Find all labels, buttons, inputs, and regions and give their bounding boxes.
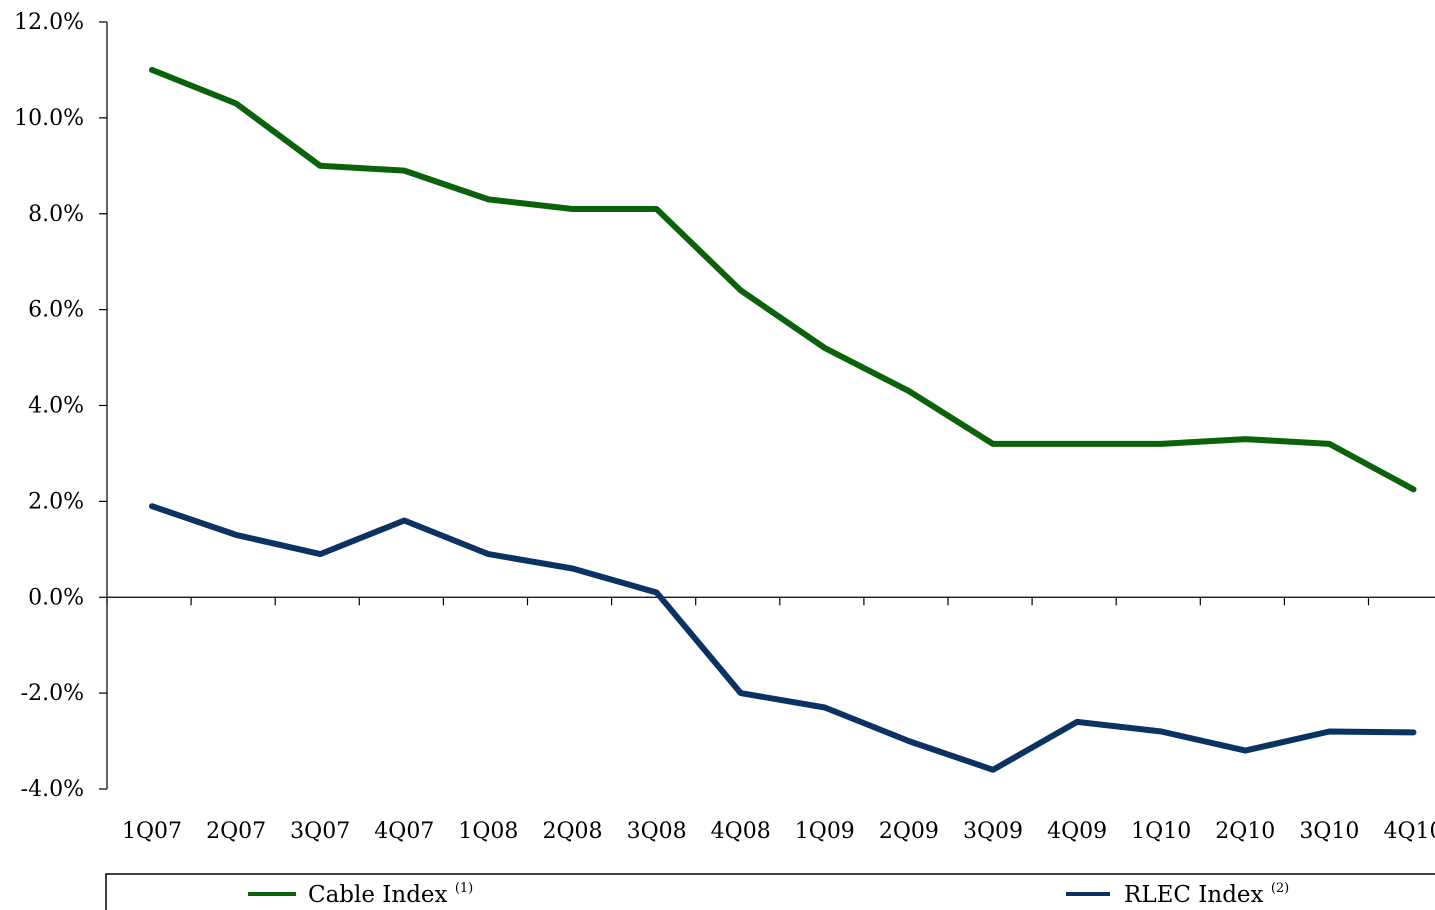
y-tick-labels: 12.0% 10.0% 8.0% 6.0% 4.0% 2.0% 0.0% -2.0% -4.0% <box>14 10 84 802</box>
legend-entry-rlec-index: RLEC Index (2) <box>1124 881 1289 908</box>
x-tick-label: 1Q07 <box>122 819 182 844</box>
series-line-cable-index <box>149 66 1417 493</box>
x-tick-label: 2Q08 <box>542 819 602 844</box>
x-tick-label: 3Q07 <box>290 819 350 844</box>
legend-footnote-rlec-index: (2) <box>1271 881 1289 896</box>
x-tick-label: 1Q08 <box>458 819 518 844</box>
x-tick-label: 4Q07 <box>374 819 434 844</box>
x-tick-labels: 1Q07 2Q07 3Q07 4Q07 1Q08 2Q08 3Q08 4Q08 1Q09 2Q09… <box>122 819 1435 844</box>
y-tick-label: 10.0% <box>14 106 84 131</box>
x-tick-label: 1Q10 <box>1131 819 1191 844</box>
legend-label-cable-index: Cable Index <box>308 882 448 908</box>
y-tick-label: 12.0% <box>14 10 84 35</box>
axes-layer <box>99 21 1435 790</box>
y-tick-label: -4.0% <box>21 777 84 802</box>
legend-box <box>105 873 1435 910</box>
series-line-rlec-index <box>149 503 1417 773</box>
x-tick-label: 4Q10 <box>1383 819 1435 844</box>
x-tick-label: 2Q10 <box>1215 819 1275 844</box>
legend-label-rlec-index: RLEC Index <box>1124 882 1264 908</box>
legend: Cable Index (1) RLEC Index (2) <box>105 873 1435 910</box>
y-tick-label: 8.0% <box>28 202 84 227</box>
y-tick-label: -2.0% <box>21 681 84 706</box>
x-tick-label: 1Q09 <box>795 819 855 844</box>
x-tick-label: 3Q09 <box>963 819 1023 844</box>
y-tick-label: 0.0% <box>28 585 84 610</box>
legend-entry-cable-index: Cable Index (1) <box>308 881 473 908</box>
x-tick-label: 2Q09 <box>879 819 939 844</box>
x-tick-label: 3Q10 <box>1299 819 1359 844</box>
x-tick-label: 3Q08 <box>627 819 687 844</box>
y-tick-label: 4.0% <box>28 394 84 419</box>
series-layer <box>149 66 1417 773</box>
legend-footnote-cable-index: (1) <box>455 881 473 896</box>
y-tick-label: 2.0% <box>28 489 84 514</box>
x-tick-label: 2Q07 <box>206 819 266 844</box>
y-tick-label: 6.0% <box>28 298 84 323</box>
x-tick-label: 4Q09 <box>1047 819 1107 844</box>
x-tick-label: 4Q08 <box>711 819 771 844</box>
